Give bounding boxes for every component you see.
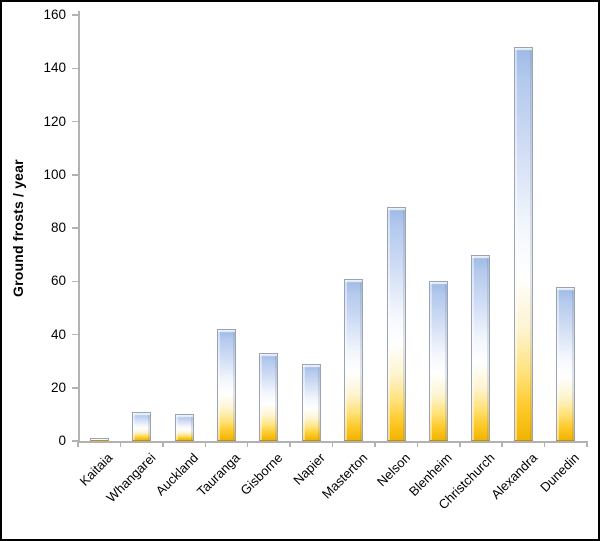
- x-category-label: Auckland: [152, 450, 201, 499]
- bar-christchurch: [471, 254, 491, 441]
- bar-gisborne: [259, 353, 279, 441]
- x-tick-mark: [374, 441, 376, 447]
- x-tick-mark: [586, 441, 588, 447]
- y-tick-mark: [72, 67, 78, 69]
- y-tick-mark: [72, 387, 78, 389]
- y-tick-label: 140: [43, 60, 66, 76]
- x-tick-mark: [501, 441, 503, 447]
- x-tick-mark: [246, 441, 249, 447]
- y-tick-mark: [72, 333, 78, 336]
- x-tick-mark: [543, 441, 546, 447]
- y-tick-label: 0: [58, 433, 66, 448]
- y-tick-mark: [72, 227, 78, 229]
- bar-masterton: [344, 278, 364, 441]
- x-tick-mark: [77, 441, 79, 447]
- x-category-label: Gisborne: [237, 450, 286, 498]
- bar-auckland: [174, 414, 194, 441]
- y-tick-mark: [72, 120, 78, 123]
- y-tick-label: 60: [50, 273, 66, 289]
- y-tick-label: 120: [43, 113, 66, 129]
- x-tick-mark: [331, 441, 334, 447]
- y-tick-label: 100: [43, 166, 66, 182]
- bar-napier: [301, 363, 321, 441]
- x-category-label: Alexandra: [487, 450, 540, 503]
- y-tick-mark: [72, 174, 78, 176]
- y-tick-label: 40: [50, 326, 66, 342]
- y-axis-line: [78, 11, 80, 442]
- x-category-label: Masterton: [318, 450, 371, 502]
- x-tick-mark: [289, 441, 291, 447]
- bar-alexandra: [513, 46, 533, 441]
- x-tick-mark: [459, 441, 461, 447]
- y-tick-mark: [72, 14, 78, 16]
- x-tick-mark: [204, 441, 206, 447]
- x-category-label: Tauranga: [194, 450, 244, 499]
- y-tick-mark: [72, 280, 78, 282]
- bar-whangarei: [132, 411, 152, 441]
- y-tick-label: 20: [50, 379, 66, 395]
- y-tick-label: 160: [43, 7, 66, 22]
- y-tick-label: 80: [50, 220, 66, 235]
- bar-tauranga: [216, 329, 236, 441]
- x-category-label: Napier: [290, 450, 328, 488]
- x-category-label: Kaitaia: [77, 450, 116, 489]
- x-category-label: Nelson: [373, 450, 413, 490]
- x-category-label: Dunedin: [537, 450, 583, 495]
- x-tick-mark: [416, 441, 419, 447]
- bar-blenheim: [429, 281, 449, 441]
- x-tick-mark: [119, 441, 122, 447]
- bar-nelson: [386, 206, 406, 441]
- bar-dunedin: [556, 286, 576, 441]
- bar-kaitaia: [89, 438, 109, 441]
- x-tick-mark: [162, 441, 164, 447]
- y-tick-mark: [72, 440, 78, 442]
